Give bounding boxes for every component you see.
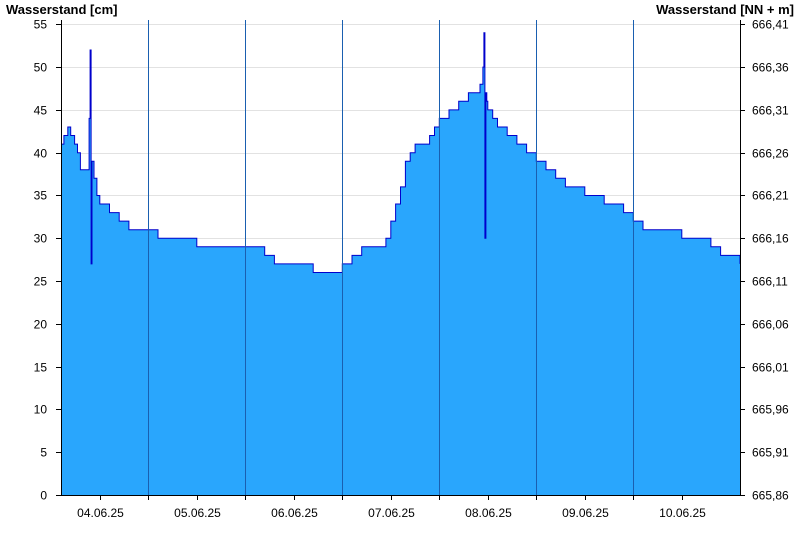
axes: 0 665,86 5 665,91 10 665,96 15 666,01 20 666,06 25…	[34, 18, 789, 521]
y-tick-label-left: 0	[40, 489, 47, 503]
y-tick-label-right: 666,16	[752, 232, 789, 246]
y-tick-label-left: 15	[34, 361, 48, 375]
y-tick-label-left: 30	[34, 232, 48, 246]
y-tick-label-right: 666,06	[752, 318, 789, 332]
x-tick-label: 09.06.25	[562, 506, 609, 520]
y-tick-label-right: 665,91	[752, 446, 789, 460]
y-tick-label-left: 35	[34, 189, 48, 203]
y-tick-label-left: 25	[34, 275, 48, 289]
y-tick-label-left: 20	[34, 318, 48, 332]
y-tick-label-right: 666,21	[752, 189, 789, 203]
y-tick-label-right: 666,26	[752, 147, 789, 161]
water-level-line	[61, 32, 741, 273]
y-tick-label-left: 50	[34, 61, 48, 75]
x-tick-label: 04.06.25	[77, 506, 124, 520]
y-tick-label-left: 5	[40, 446, 47, 460]
y-tick-label-left: 40	[34, 147, 48, 161]
x-tick-label: 05.06.25	[174, 506, 221, 520]
x-tick-label: 08.06.25	[465, 506, 512, 520]
y-tick-label-left: 55	[34, 18, 48, 32]
y-tick-label-right: 665,86	[752, 489, 789, 503]
y-tick-label-right: 666,41	[752, 18, 789, 32]
y-tick-label-left: 10	[34, 403, 48, 417]
x-tick-label: 07.06.25	[368, 506, 415, 520]
left-axis-title: Wasserstand [cm]	[6, 2, 118, 17]
day-boundary-lines	[148, 20, 634, 495]
right-axis-title: Wasserstand [NN + m]	[656, 2, 794, 17]
x-tick-label: 10.06.25	[659, 506, 706, 520]
y-tick-label-left: 45	[34, 104, 48, 118]
x-tick-label: 06.06.25	[271, 506, 318, 520]
y-tick-label-right: 666,11	[752, 275, 788, 289]
water-level-area	[61, 32, 740, 496]
y-tick-label-right: 665,96	[752, 403, 789, 417]
y-tick-label-right: 666,31	[752, 104, 789, 118]
y-tick-label-right: 666,36	[752, 61, 789, 75]
y-tick-label-right: 666,01	[752, 361, 789, 375]
